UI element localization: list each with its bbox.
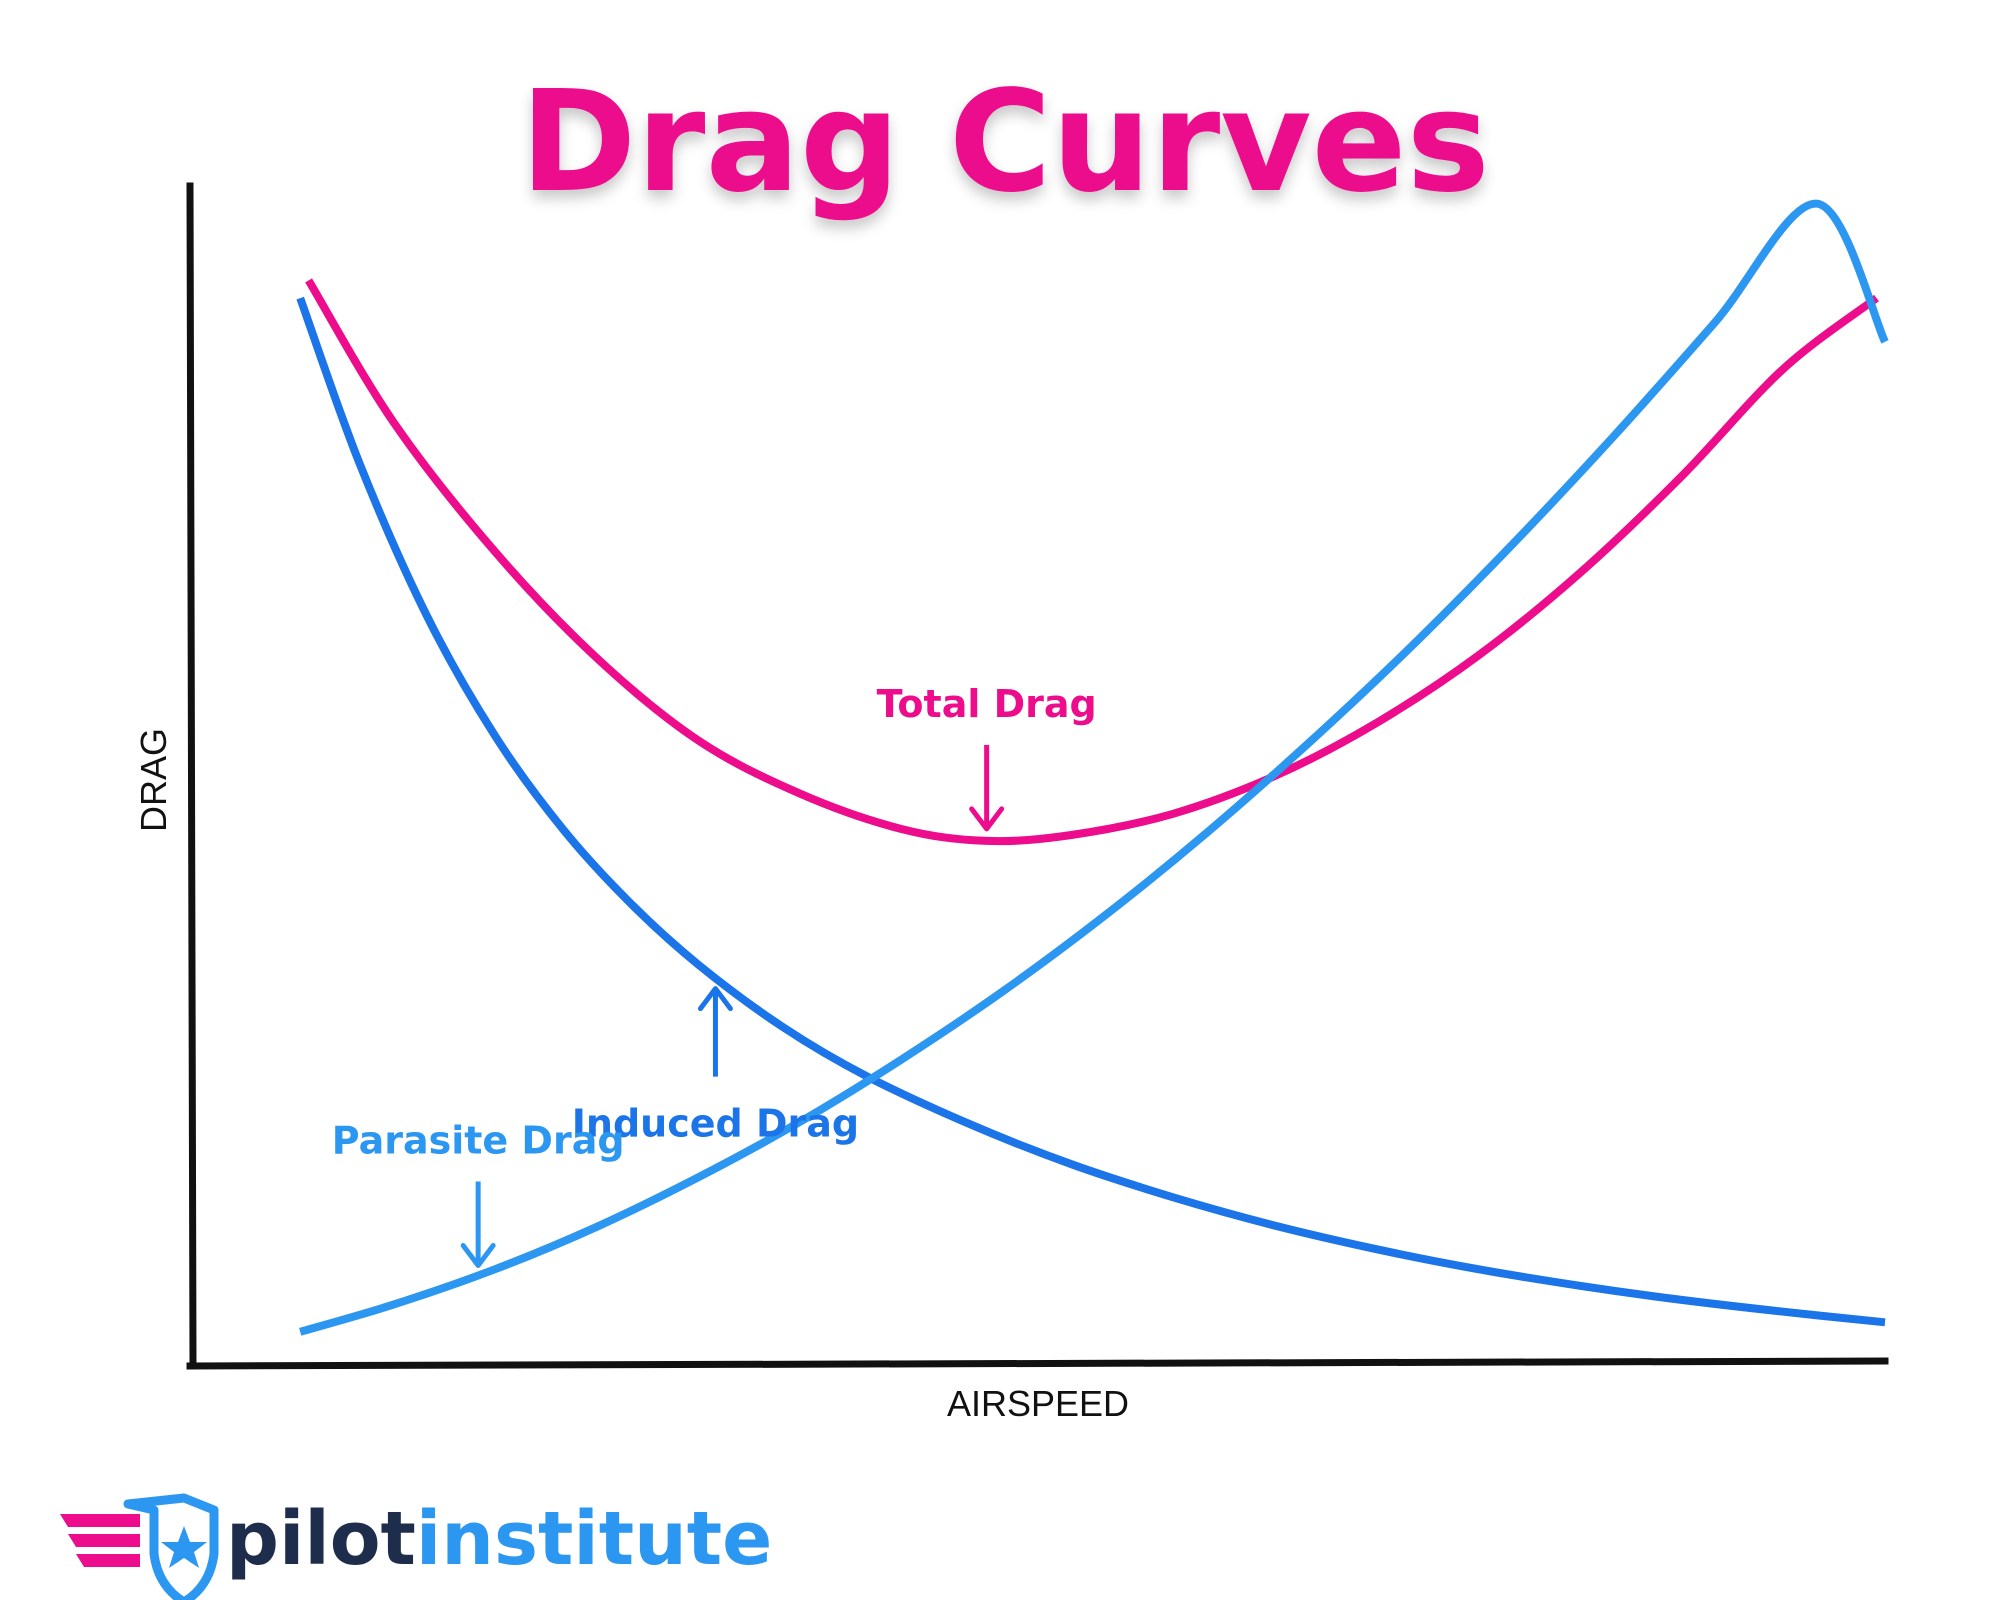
y-axis-label: DRAG <box>133 728 174 832</box>
total-drag-annotation: Total Drag <box>877 682 1097 832</box>
curves-layer <box>296 199 1889 1336</box>
x-axis-line <box>186 1357 1889 1370</box>
star-shield-wings-icon <box>60 1493 219 1600</box>
parasite-drag-label: Parasite Drag <box>332 1119 625 1163</box>
induced-drag-label: Induced Drag <box>572 1102 859 1146</box>
total-drag-label: Total Drag <box>877 682 1097 726</box>
induced-drag-arrow-head <box>697 986 733 1012</box>
y-axis-line <box>186 182 197 1370</box>
parasite-drag-arrow-head <box>460 1243 496 1268</box>
total-drag-curve <box>305 278 1879 846</box>
x-axis-label: AIRSPEED <box>947 1383 1129 1424</box>
parasite-drag-curve <box>299 199 1889 1336</box>
parasite-drag-annotation: Parasite Drag <box>332 1119 625 1268</box>
induced-drag-annotation: Induced Drag <box>572 986 859 1146</box>
induced-drag-curve <box>296 296 1886 1327</box>
total-drag-arrow-head <box>969 806 1005 832</box>
chart-title: Drag Curves <box>520 61 1490 224</box>
pilot-institute-logo: pilotinstitute <box>60 1493 772 1600</box>
logo-wordmark: pilotinstitute <box>226 1496 772 1582</box>
